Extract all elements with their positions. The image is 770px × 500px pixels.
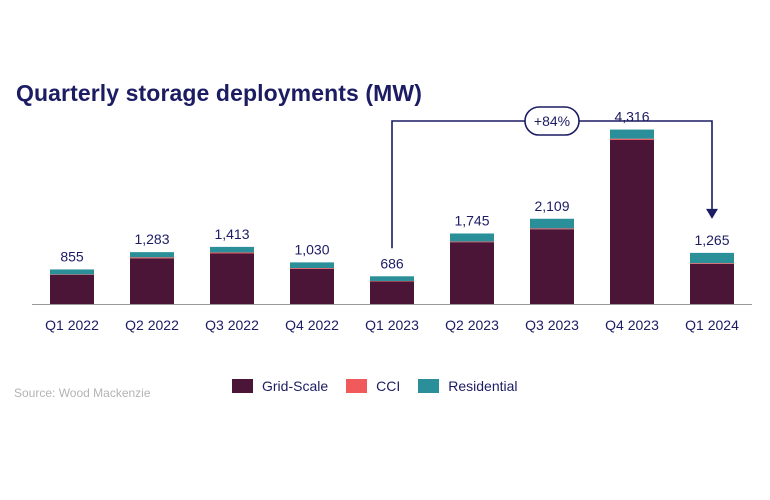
bar-residential-q2-2022 bbox=[130, 252, 174, 258]
legend-label-grid-scale: Grid-Scale bbox=[262, 378, 329, 394]
bar-cci-q3-2022 bbox=[210, 252, 254, 254]
bar-cci-q2-2023 bbox=[450, 241, 494, 243]
x-tick-label-q4-2023: Q4 2023 bbox=[605, 317, 659, 333]
x-tick-label-q4-2022: Q4 2022 bbox=[285, 317, 339, 333]
x-tick-label-q2-2022: Q2 2022 bbox=[125, 317, 179, 333]
total-label-q2-2022: 1,283 bbox=[134, 231, 169, 247]
total-label-q1-2022: 855 bbox=[60, 248, 84, 264]
bar-residential-q3-2023 bbox=[530, 218, 574, 229]
annotation-pill bbox=[524, 106, 580, 136]
bar-grid-scale-q1-2023 bbox=[370, 281, 414, 304]
bar-cci-q4-2022 bbox=[290, 268, 334, 269]
bar-residential-q4-2022 bbox=[290, 262, 334, 269]
bar-grid-scale-q2-2022 bbox=[130, 258, 174, 304]
bar-grid-scale-q2-2023 bbox=[450, 242, 494, 304]
source-note: Source: Wood Mackenzie bbox=[14, 386, 151, 400]
total-label-q3-2022: 1,413 bbox=[214, 226, 249, 242]
legend-label-residential: Residential bbox=[448, 378, 518, 394]
x-tick-label-q2-2023: Q2 2023 bbox=[445, 317, 499, 333]
total-label-q1-2024: 1,265 bbox=[694, 232, 729, 248]
annotation-arrowhead bbox=[706, 208, 718, 219]
total-label-q2-2023: 1,745 bbox=[454, 212, 489, 228]
chart-title: Quarterly storage deployments (MW) bbox=[16, 80, 422, 106]
bar-residential-q4-2023 bbox=[610, 129, 654, 139]
bar-residential-q3-2022 bbox=[210, 246, 254, 253]
bar-residential-q2-2023 bbox=[450, 233, 494, 242]
bar-grid-scale-q1-2022 bbox=[50, 274, 94, 304]
legend: Grid-Scale CCI Residential bbox=[232, 378, 536, 394]
bar-grid-scale-q3-2023 bbox=[530, 229, 574, 304]
annotation-label: +84% bbox=[534, 113, 570, 129]
legend-swatch-cci bbox=[346, 379, 368, 393]
legend-label-cci: CCI bbox=[376, 378, 401, 394]
bar-grid-scale-q3-2022 bbox=[210, 253, 254, 304]
total-label-q3-2023: 2,109 bbox=[534, 198, 569, 214]
x-tick-label-q3-2022: Q3 2022 bbox=[205, 317, 259, 333]
legend-item-residential: Residential bbox=[418, 378, 518, 394]
legend-swatch-grid-scale bbox=[232, 379, 253, 393]
x-tick-label-q1-2022: Q1 2022 bbox=[45, 317, 99, 333]
total-label-q1-2023: 686 bbox=[380, 255, 404, 271]
bar-cci-q1-2024 bbox=[690, 263, 734, 264]
bar-cci-q3-2023 bbox=[530, 228, 574, 230]
x-tick-label-q3-2023: Q3 2023 bbox=[525, 317, 579, 333]
legend-item-cci: CCI bbox=[346, 378, 400, 394]
bar-cci-q2-2022 bbox=[130, 257, 174, 259]
bar-residential-q1-2022 bbox=[50, 269, 94, 275]
x-tick-label-q1-2023: Q1 2023 bbox=[365, 317, 419, 333]
bar-grid-scale-q4-2023 bbox=[610, 139, 654, 304]
x-tick-label-q1-2024: Q1 2024 bbox=[685, 317, 739, 333]
total-label-q4-2023: 4,316 bbox=[614, 109, 649, 125]
bar-grid-scale-q1-2024 bbox=[690, 263, 734, 304]
bar-cci-q4-2023 bbox=[610, 138, 654, 140]
bar-residential-q1-2023 bbox=[370, 276, 414, 281]
legend-swatch-residential bbox=[418, 379, 440, 393]
bar-residential-q1-2024 bbox=[690, 252, 734, 264]
total-label-q4-2022: 1,030 bbox=[294, 241, 329, 257]
legend-item-grid-scale: Grid-Scale bbox=[232, 378, 328, 394]
bar-grid-scale-q4-2022 bbox=[290, 268, 334, 304]
